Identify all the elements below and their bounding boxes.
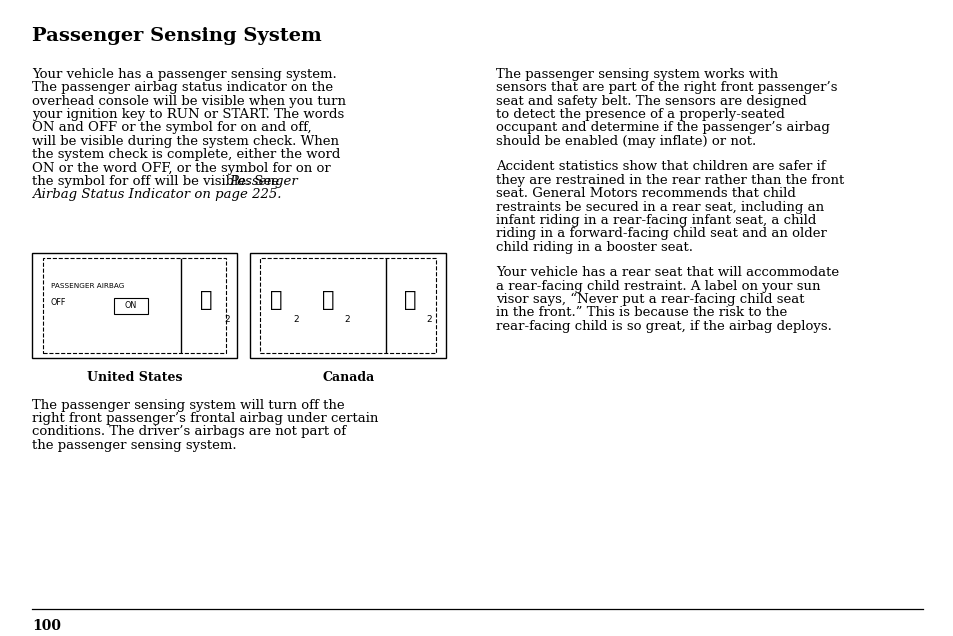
Bar (260, 258, 436, 352)
Text: The passenger sensing system will turn off the: The passenger sensing system will turn o… (32, 399, 345, 411)
Text: 2: 2 (224, 315, 230, 324)
Text: 2: 2 (426, 315, 432, 324)
Text: ON: ON (125, 301, 136, 310)
Text: seat and safety belt. The sensors are designed: seat and safety belt. The sensors are de… (496, 95, 806, 107)
Text: restraints be secured in a rear seat, including an: restraints be secured in a rear seat, in… (496, 200, 823, 214)
Text: rear-facing child is so great, if the airbag deploys.: rear-facing child is so great, if the ai… (496, 320, 831, 333)
Text: 100: 100 (32, 619, 61, 633)
Text: 2: 2 (293, 315, 298, 324)
Text: will be visible during the system check. When: will be visible during the system check.… (32, 135, 339, 148)
Text: The passenger sensing system works with: The passenger sensing system works with (496, 67, 778, 81)
Text: 2: 2 (344, 315, 350, 324)
Text: PASSENGER AIRBAG: PASSENGER AIRBAG (51, 283, 124, 289)
Text: visor says, “Never put a rear-facing child seat: visor says, “Never put a rear-facing chi… (496, 293, 803, 307)
Text: to detect the presence of a properly-seated: to detect the presence of a properly-sea… (496, 108, 784, 121)
Text: a rear-facing child restraint. A label on your sun: a rear-facing child restraint. A label o… (496, 280, 820, 293)
Bar (43, 258, 226, 352)
Bar (250, 253, 446, 357)
Text: ON or the word OFF, or the symbol for on or: ON or the word OFF, or the symbol for on… (32, 162, 331, 175)
Bar (32, 253, 236, 357)
Text: Canada: Canada (322, 371, 374, 384)
Text: the passenger sensing system.: the passenger sensing system. (32, 439, 236, 452)
Text: Passenger: Passenger (229, 175, 297, 188)
Text: ON and OFF or the symbol for on and off,: ON and OFF or the symbol for on and off, (32, 121, 312, 134)
Text: Accident statistics show that children are safer if: Accident statistics show that children a… (496, 160, 825, 173)
Text: riding in a forward-facing child seat and an older: riding in a forward-facing child seat an… (496, 227, 826, 240)
Text: your ignition key to RUN or START. The words: your ignition key to RUN or START. The w… (32, 108, 344, 121)
Text: seat. General Motors recommends that child: seat. General Motors recommends that chi… (496, 187, 795, 200)
Text: the symbol for off will be visible. See: the symbol for off will be visible. See (32, 175, 283, 188)
Text: right front passenger’s frontal airbag under certain: right front passenger’s frontal airbag u… (32, 412, 378, 425)
Text: child riding in a booster seat.: child riding in a booster seat. (496, 241, 692, 254)
Text: the system check is complete, either the word: the system check is complete, either the… (32, 148, 340, 161)
Text: Your vehicle has a passenger sensing system.: Your vehicle has a passenger sensing sys… (32, 67, 336, 81)
Text: OFF: OFF (51, 298, 66, 307)
Text: Passenger Sensing System: Passenger Sensing System (32, 27, 322, 45)
Text: Your vehicle has a rear seat that will accommodate: Your vehicle has a rear seat that will a… (496, 266, 839, 279)
Text: occupant and determine if the passenger’s airbag: occupant and determine if the passenger’… (496, 121, 829, 134)
Text: sensors that are part of the right front passenger’s: sensors that are part of the right front… (496, 81, 837, 94)
Text: conditions. The driver’s airbags are not part of: conditions. The driver’s airbags are not… (32, 425, 346, 438)
Bar (113, 298, 148, 314)
Text: ⛹: ⛹ (270, 290, 283, 310)
Text: should be enabled (may inflate) or not.: should be enabled (may inflate) or not. (496, 135, 756, 148)
Text: in the front.” This is because the risk to the: in the front.” This is because the risk … (496, 307, 786, 319)
Text: ⛹: ⛹ (200, 290, 213, 310)
Text: United States: United States (87, 371, 182, 384)
Text: infant riding in a rear-facing infant seat, a child: infant riding in a rear-facing infant se… (496, 214, 816, 227)
Text: ⛹: ⛹ (321, 290, 335, 310)
Text: they are restrained in the rear rather than the front: they are restrained in the rear rather t… (496, 174, 843, 187)
Text: overhead console will be visible when you turn: overhead console will be visible when yo… (32, 95, 346, 107)
Text: ⛹: ⛹ (404, 290, 416, 310)
Text: Airbag Status Indicator on page 225.: Airbag Status Indicator on page 225. (32, 188, 282, 202)
Text: The passenger airbag status indicator on the: The passenger airbag status indicator on… (32, 81, 334, 94)
